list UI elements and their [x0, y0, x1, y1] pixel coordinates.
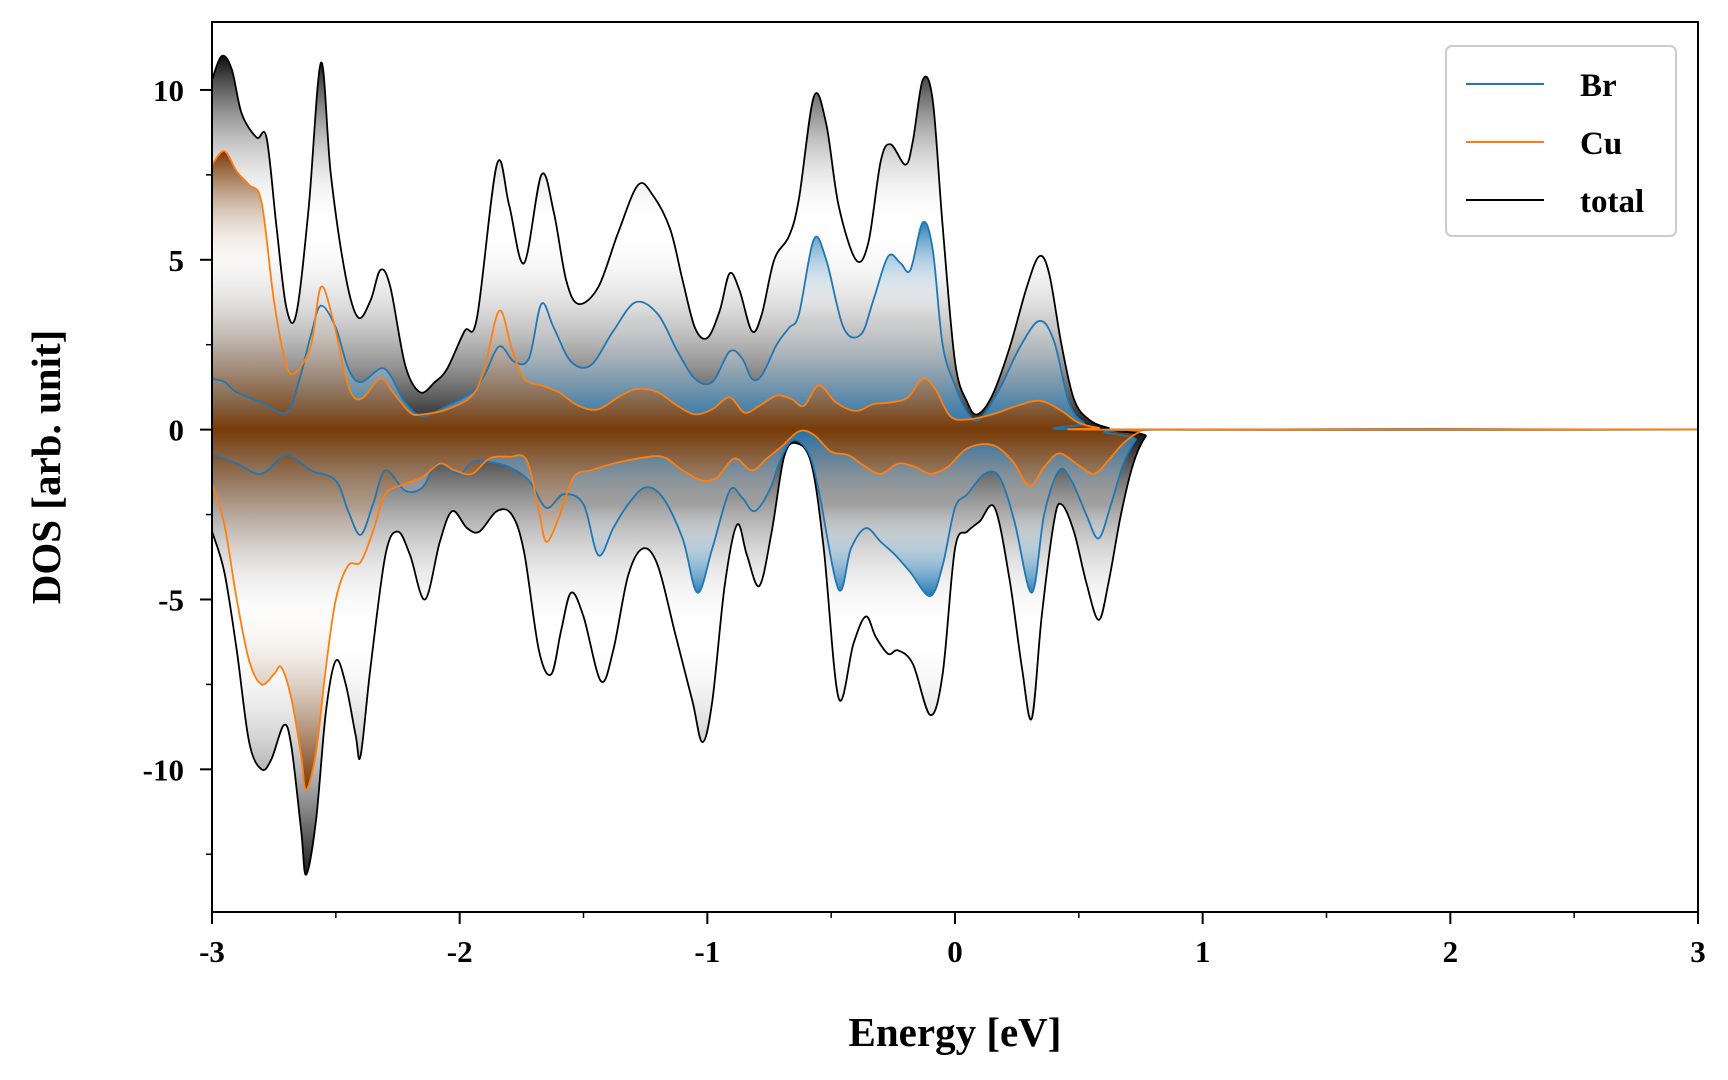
x-tick-label: 3 [1690, 934, 1706, 969]
br-up-line [212, 220, 1698, 432]
x-axis-label: Energy [eV] [849, 1009, 1062, 1055]
br-down-line [212, 427, 1698, 597]
y-tick-label: 0 [169, 413, 185, 448]
series-lines [212, 54, 1698, 876]
legend-box [1445, 45, 1677, 237]
x-tick-label: 1 [1195, 934, 1211, 969]
x-axis: -3 -2 -1 0 1 2 3 [199, 912, 1706, 969]
y-tick-label: -10 [143, 752, 184, 787]
x-tick-label: 0 [947, 934, 963, 969]
y-tick-label: -5 [158, 582, 184, 617]
y-axis: -10 -5 0 5 10 [143, 73, 212, 856]
br-up-fill [212, 221, 1698, 431]
legend-label-br: Br [1580, 68, 1617, 104]
x-tick-label: -1 [694, 934, 720, 969]
x-tick-label: -3 [199, 934, 225, 969]
total-up-line [212, 54, 1698, 431]
legend-label-total: total [1580, 184, 1644, 220]
total-up-fill [212, 55, 1698, 430]
y-tick-label: 5 [169, 243, 185, 278]
total-down-fill [212, 429, 1698, 875]
x-tick-label: 2 [1443, 934, 1459, 969]
cu-down-fill [212, 429, 1698, 790]
total-down-line [212, 428, 1698, 876]
x-tick-label: -2 [447, 934, 473, 969]
plot-area [212, 54, 1698, 876]
y-axis-label: DOS [arb. unit] [23, 330, 69, 605]
cu-up-fill [212, 151, 1698, 430]
cu-up-line [212, 150, 1698, 431]
legend: Br Cu total [1445, 45, 1677, 237]
y-tick-label: 10 [153, 73, 184, 108]
cu-down-line [212, 428, 1698, 791]
legend-label-cu: Cu [1580, 126, 1622, 162]
